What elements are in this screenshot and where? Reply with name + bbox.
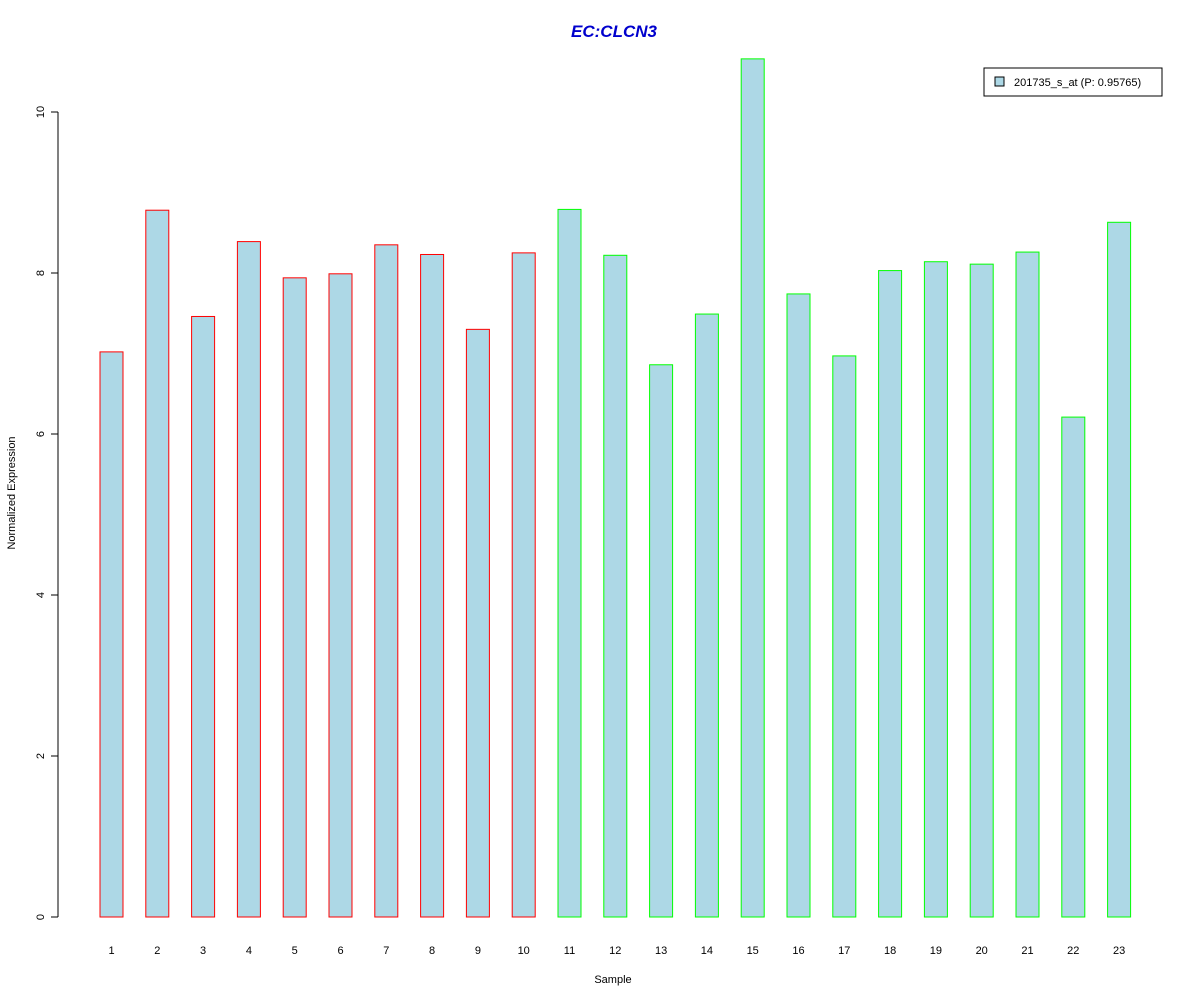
bars-group bbox=[99, 58, 1132, 918]
bar-sample-18 bbox=[878, 270, 903, 918]
bar-sample-7 bbox=[374, 244, 399, 918]
legend-box bbox=[983, 67, 1163, 97]
legend-swatch bbox=[994, 76, 1005, 87]
bar-sample-8 bbox=[420, 253, 445, 918]
bar-sample-15 bbox=[740, 58, 765, 918]
bar-sample-20 bbox=[969, 263, 994, 918]
y-tick-label: 4 bbox=[35, 592, 47, 598]
bar-sample-6 bbox=[328, 273, 353, 918]
bar-sample-23 bbox=[1107, 221, 1132, 918]
x-tick-label: 13 bbox=[655, 945, 667, 957]
x-tick-label: 20 bbox=[976, 945, 988, 957]
x-tick-label: 16 bbox=[792, 945, 804, 957]
bar-sample-21 bbox=[1015, 251, 1040, 918]
x-tick-label: 12 bbox=[609, 945, 621, 957]
legend: 201735_s_at (P: 0.95765) bbox=[983, 67, 1163, 97]
x-axis-label: Sample bbox=[594, 974, 631, 986]
x-tick-labels: 1 2 3 4 5 6 7 8 9 10 11 12 13 14 15 16 17 18 19 20 21 22 23 bbox=[108, 945, 1125, 957]
x-tick-label: 15 bbox=[747, 945, 759, 957]
bar-sample-11 bbox=[557, 208, 582, 918]
x-tick-label: 21 bbox=[1021, 945, 1033, 957]
x-tick-label: 9 bbox=[475, 945, 481, 957]
x-tick-label: 18 bbox=[884, 945, 896, 957]
y-axis-label: Normalized Expression bbox=[6, 436, 18, 549]
bar-sample-14 bbox=[694, 313, 719, 918]
y-tick-label: 6 bbox=[35, 431, 47, 437]
bar-sample-1 bbox=[99, 351, 124, 918]
x-tick-label: 3 bbox=[200, 945, 206, 957]
x-tick-label: 5 bbox=[292, 945, 298, 957]
bar-sample-16 bbox=[786, 293, 811, 918]
x-tick-label: 7 bbox=[383, 945, 389, 957]
x-tick-label: 23 bbox=[1113, 945, 1125, 957]
y-tick-label: 2 bbox=[35, 753, 47, 759]
y-tick-label: 0 bbox=[35, 914, 47, 920]
y-tick-label: 10 bbox=[35, 106, 47, 118]
x-tick-label: 22 bbox=[1067, 945, 1079, 957]
x-tick-label: 10 bbox=[518, 945, 530, 957]
bar-sample-9 bbox=[465, 328, 490, 918]
bar-sample-17 bbox=[832, 355, 857, 918]
x-tick-label: 1 bbox=[108, 945, 114, 957]
x-tick-label: 14 bbox=[701, 945, 713, 957]
x-tick-label: 2 bbox=[154, 945, 160, 957]
x-tick-label: 19 bbox=[930, 945, 942, 957]
y-axis: 0 2 4 6 8 10 bbox=[35, 106, 59, 920]
x-tick-label: 17 bbox=[838, 945, 850, 957]
x-tick-label: 4 bbox=[246, 945, 252, 957]
bar-sample-3 bbox=[191, 315, 216, 918]
x-tick-label: 11 bbox=[564, 945, 575, 957]
x-tick-label: 8 bbox=[429, 945, 435, 957]
bar-sample-4 bbox=[236, 241, 261, 918]
bar-sample-13 bbox=[649, 364, 674, 918]
bar-sample-10 bbox=[511, 252, 536, 918]
bar-sample-19 bbox=[923, 261, 948, 918]
legend-label: 201735_s_at (P: 0.95765) bbox=[1014, 77, 1141, 89]
bar-sample-5 bbox=[282, 277, 307, 918]
y-tick-label: 8 bbox=[35, 270, 47, 276]
bar-sample-12 bbox=[603, 254, 628, 918]
chart-title: EC:CLCN3 bbox=[571, 22, 657, 41]
bar-sample-22 bbox=[1061, 416, 1086, 918]
x-tick-label: 6 bbox=[337, 945, 343, 957]
bar-sample-2 bbox=[145, 209, 170, 918]
